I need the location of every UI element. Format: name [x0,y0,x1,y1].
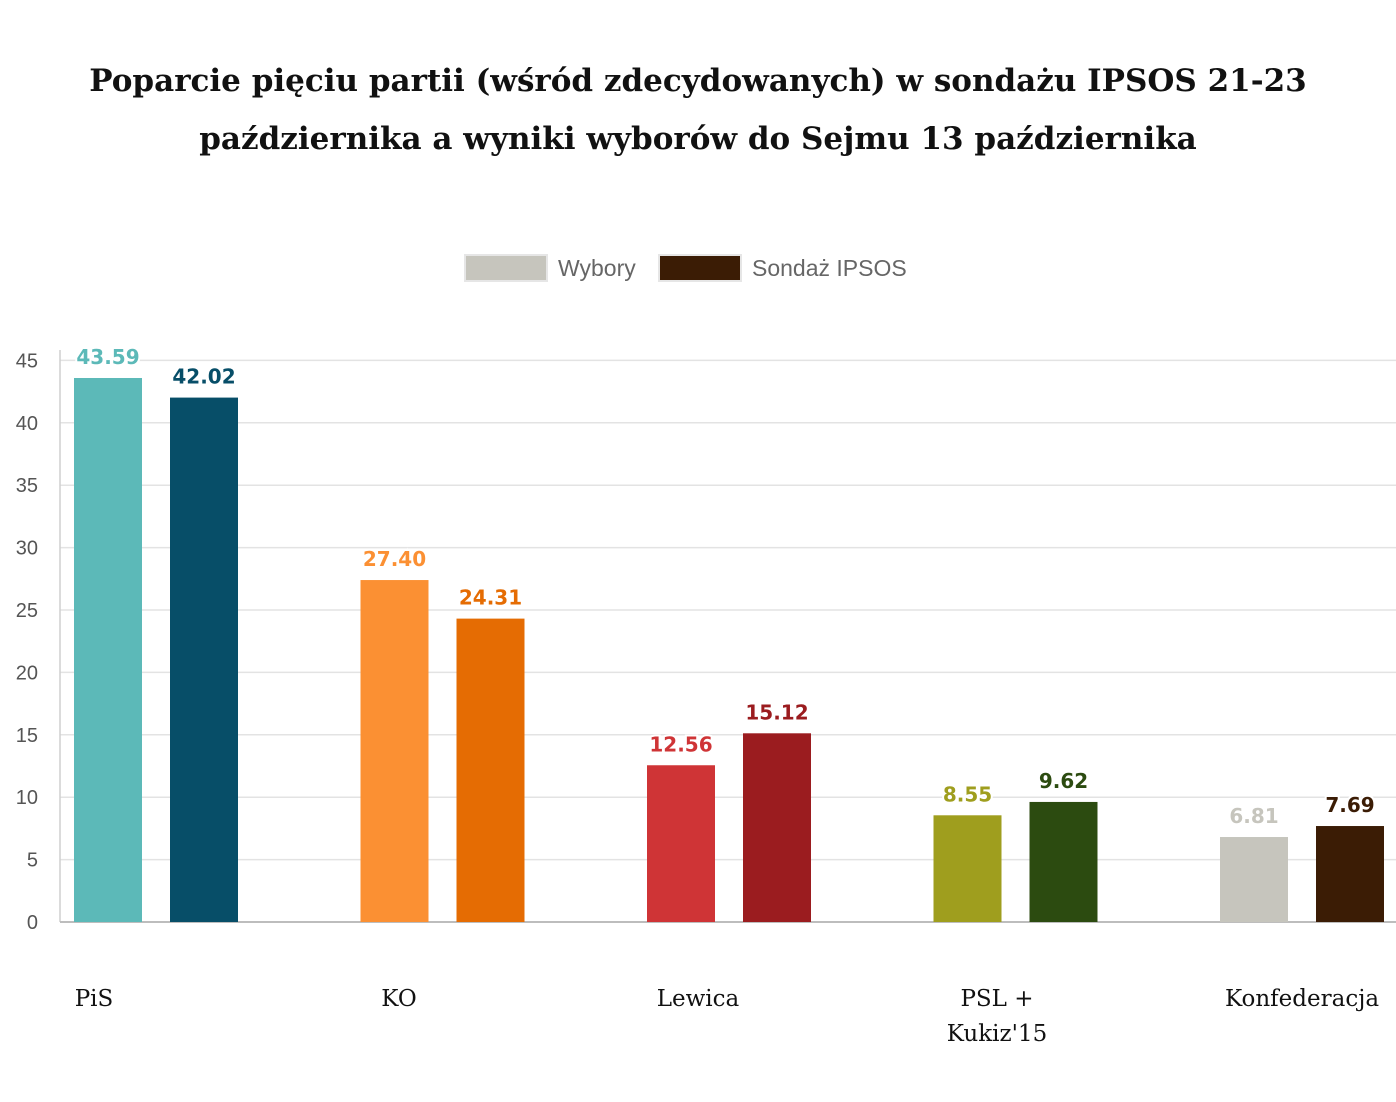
y-tick-label: 35 [16,475,38,497]
bar-sondaz-2 [743,733,811,922]
legend-item-sondaz[interactable]: Sondaż IPSOS [658,254,907,282]
data-label: 9.62 [1039,769,1088,793]
data-label: 43.59 [76,345,139,369]
y-tick-label: 0 [27,912,38,934]
y-tick-label: 40 [16,413,38,435]
data-label: 15.12 [745,700,808,724]
y-tick-label: 15 [16,725,38,747]
x-category-label: Konfederacja [1225,986,1379,1012]
bar-wybory-4 [1220,837,1288,922]
bar-sondaz-3 [1029,801,1098,922]
bar-wybory-3 [933,815,1002,922]
x-axis-categories: PiS KO Lewica PSL + Kukiz'15 Konfederacja [75,986,1380,1047]
bar-sondaz-4 [1316,826,1384,922]
bar-sondaz-0 [170,397,238,922]
data-label: 24.31 [459,586,522,610]
data-label: 12.56 [649,732,712,756]
bar-wybory-1 [360,580,429,922]
bar-wybory-2 [647,765,715,922]
x-category-label: KO [381,986,416,1012]
legend-label: Wybory [558,255,636,281]
bar-wybory-0 [74,377,142,922]
x-category-label: PSL + Kukiz'15 [947,986,1048,1047]
legend-swatch [464,254,548,282]
y-tick-label: 5 [27,850,38,872]
legend-label: Sondaż IPSOS [752,255,907,281]
data-label: 42.02 [172,365,235,389]
data-label: 8.55 [943,782,992,806]
data-label: 27.40 [363,547,426,571]
y-tick-label: 25 [16,600,38,622]
grid-lines [60,359,1396,861]
y-axis: 0 5 10 15 20 25 30 35 40 45 [16,350,1396,934]
legend: Wybory Sondaż IPSOS [464,254,907,282]
x-category-label: Lewica [657,986,740,1012]
legend-swatch [658,254,742,282]
data-label: 7.69 [1325,793,1374,817]
chart-title: Poparcie pięciu partii (wśród zdecydowan… [89,63,1307,157]
data-label: 6.81 [1229,804,1278,828]
legend-item-wybory[interactable]: Wybory [464,254,636,282]
bars [74,377,1384,922]
y-tick-label: 30 [16,538,38,560]
y-tick-label: 20 [16,662,38,684]
y-tick-label: 45 [16,350,38,372]
x-category-label: PiS [75,986,114,1012]
data-labels: 43.59 27.40 12.56 8.55 6.81 42.02 24.31 15.12 9.… [74,343,1376,830]
bar-sondaz-1 [456,618,525,922]
y-tick-label: 10 [16,787,38,809]
